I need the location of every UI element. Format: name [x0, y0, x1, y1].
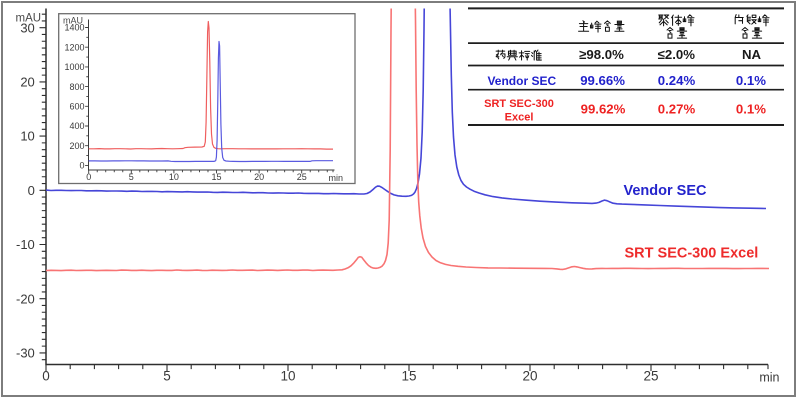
svg-text:800: 800	[69, 82, 84, 92]
svg-text:NA: NA	[742, 47, 762, 62]
svg-text:200: 200	[69, 141, 84, 151]
svg-text:25: 25	[297, 172, 307, 182]
svg-text:1000: 1000	[64, 62, 84, 72]
svg-text:-30: -30	[16, 346, 35, 361]
svg-text:SRT SEC-300: SRT SEC-300	[484, 98, 554, 110]
svg-text:mAU: mAU	[16, 13, 42, 25]
svg-text:10: 10	[169, 172, 179, 182]
svg-text:600: 600	[69, 102, 84, 112]
svg-text:mAU: mAU	[63, 16, 83, 26]
svg-text:Vendor SEC: Vendor SEC	[624, 183, 708, 199]
svg-text:5: 5	[163, 369, 171, 384]
svg-text:-10: -10	[16, 237, 35, 252]
svg-text:20: 20	[522, 369, 537, 384]
svg-text:15: 15	[211, 172, 221, 182]
svg-text:20: 20	[20, 75, 34, 90]
svg-text:0: 0	[79, 161, 84, 171]
svg-text:5: 5	[129, 172, 134, 182]
svg-text:10: 10	[280, 369, 295, 384]
svg-text:Excel: Excel	[505, 112, 534, 124]
svg-text:1400: 1400	[64, 23, 84, 33]
svg-text:1200: 1200	[64, 42, 84, 52]
svg-text:10: 10	[20, 129, 34, 144]
svg-text:0.27%: 0.27%	[658, 102, 696, 117]
svg-text:Vendor SEC: Vendor SEC	[487, 74, 556, 88]
svg-text:≤2.0%: ≤2.0%	[658, 47, 696, 62]
svg-text:min: min	[759, 371, 779, 385]
svg-text:0.1%: 0.1%	[736, 102, 766, 117]
svg-text:0: 0	[28, 183, 35, 198]
svg-text:≥98.0%: ≥98.0%	[579, 47, 624, 62]
svg-text:SRT SEC-300 Excel: SRT SEC-300 Excel	[625, 246, 759, 262]
svg-text:-20: -20	[16, 291, 35, 306]
svg-text:400: 400	[69, 121, 84, 131]
svg-text:min: min	[328, 173, 343, 183]
svg-text:99.62%: 99.62%	[581, 102, 626, 117]
svg-text:15: 15	[401, 369, 416, 384]
svg-text:25: 25	[643, 369, 658, 384]
svg-text:0.1%: 0.1%	[736, 73, 766, 88]
svg-text:0: 0	[42, 369, 50, 384]
svg-text:20: 20	[254, 172, 264, 182]
svg-text:99.66%: 99.66%	[580, 73, 625, 88]
svg-text:0.24%: 0.24%	[658, 73, 696, 88]
svg-text:30: 30	[20, 20, 34, 35]
svg-text:0: 0	[86, 172, 91, 182]
